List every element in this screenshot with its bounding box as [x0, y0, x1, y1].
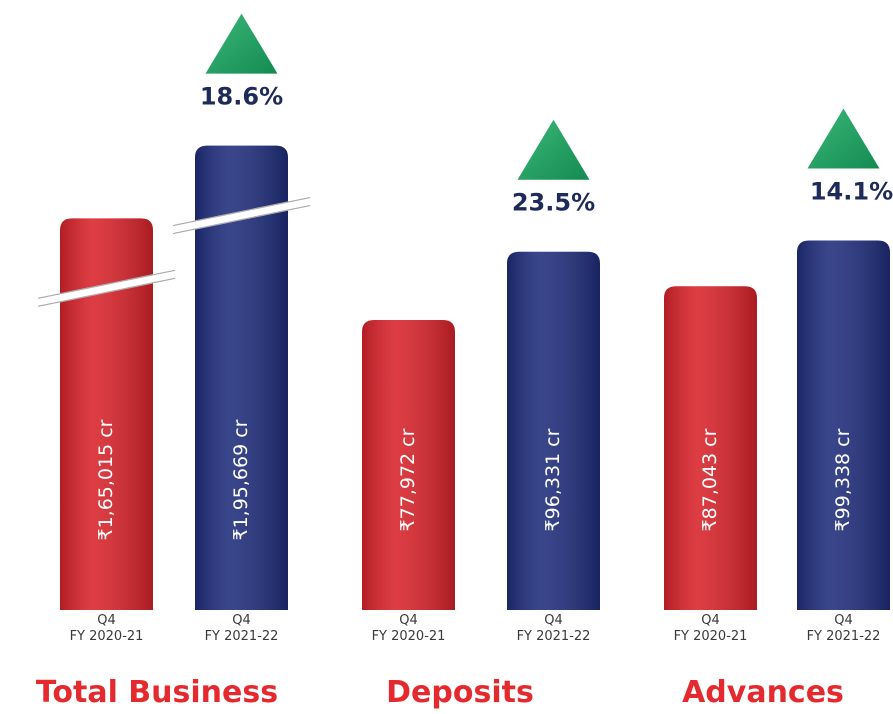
- axis-break-edge: [172, 196, 311, 235]
- axis-break-edge: [37, 269, 176, 307]
- value-label: ₹77,972 cr: [397, 428, 419, 531]
- x-tick-label: Q4 FY 2020-21: [371, 613, 446, 644]
- x-tick-label: Q4 FY 2020-21: [69, 613, 144, 644]
- bar-shade: [195, 145, 288, 610]
- x-tick-label: Q4 FY 2021-22: [516, 613, 591, 644]
- group-title: Total Business: [35, 675, 279, 710]
- value-label: ₹1,65,015 cr: [95, 419, 117, 540]
- x-tick-label: Q4 FY 2020-21: [673, 613, 748, 644]
- growth-label: 23.5%: [512, 189, 595, 217]
- bar-shade: [507, 251, 600, 610]
- bar-shade: [60, 218, 153, 611]
- growth-arrow: [517, 119, 590, 180]
- growth-arrow: [205, 13, 278, 74]
- value-label: ₹1,95,669 cr: [230, 419, 252, 540]
- growth-label: 18.6%: [200, 83, 283, 111]
- bar-shade: [664, 286, 757, 610]
- growth-arrow: [807, 108, 880, 169]
- bar-shade: [797, 240, 890, 610]
- x-tick-label: Q4 FY 2021-22: [806, 613, 881, 644]
- value-label: ₹99,338 cr: [832, 428, 854, 531]
- axis-break: [37, 269, 176, 307]
- growth-label: 14.1%: [810, 178, 893, 206]
- value-label: ₹87,043 cr: [699, 428, 721, 531]
- x-tick-label: Q4 FY 2021-22: [204, 613, 279, 644]
- bar-shade: [362, 319, 455, 610]
- group-title: Deposits: [386, 675, 534, 710]
- value-label: ₹96,331 cr: [542, 428, 564, 531]
- axis-break: [172, 197, 311, 234]
- group-title: Advances: [682, 675, 844, 710]
